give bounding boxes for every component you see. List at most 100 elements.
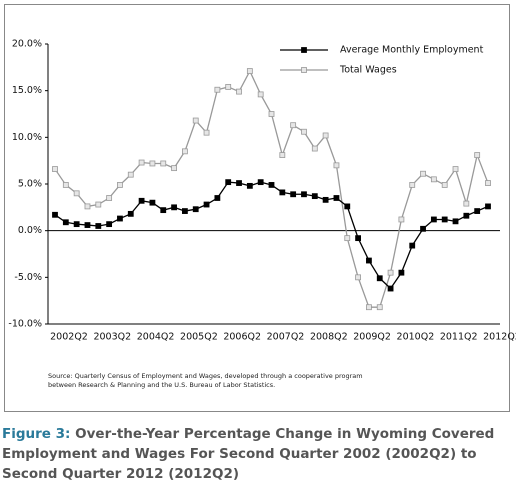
point-marker bbox=[160, 207, 167, 214]
legend-marker bbox=[301, 67, 307, 73]
point-marker bbox=[311, 145, 318, 152]
point-marker bbox=[192, 206, 199, 213]
point-marker bbox=[257, 179, 264, 186]
point-marker bbox=[420, 170, 426, 177]
point-marker bbox=[268, 111, 275, 117]
point-marker bbox=[160, 160, 167, 167]
point-marker bbox=[474, 152, 481, 158]
x-tick-label: 2012Q2 bbox=[483, 332, 516, 343]
point-marker bbox=[257, 91, 264, 98]
point-marker bbox=[387, 285, 394, 292]
legend-marker bbox=[301, 47, 307, 53]
chart-frame bbox=[4, 4, 510, 412]
point-marker bbox=[106, 221, 113, 228]
point-marker bbox=[333, 195, 340, 201]
y-tick-label: 15.0% bbox=[12, 85, 42, 96]
point-marker bbox=[62, 182, 69, 188]
point-marker bbox=[181, 208, 188, 214]
point-marker bbox=[203, 129, 210, 136]
point-marker bbox=[290, 122, 297, 129]
point-marker bbox=[355, 274, 362, 281]
point-marker bbox=[138, 159, 145, 166]
point-marker bbox=[452, 166, 459, 172]
legend-label: Total Wages bbox=[339, 65, 397, 76]
point-marker bbox=[376, 275, 383, 282]
point-marker bbox=[138, 197, 145, 204]
x-tick-label: 2007Q2 bbox=[267, 332, 305, 343]
point-marker bbox=[236, 88, 242, 95]
point-marker bbox=[301, 191, 307, 198]
point-marker bbox=[117, 215, 123, 222]
y-tick-label: -5.0% bbox=[14, 272, 42, 283]
point-marker bbox=[463, 200, 470, 207]
point-marker bbox=[84, 222, 91, 228]
point-marker bbox=[203, 201, 210, 208]
point-marker bbox=[192, 117, 199, 124]
chart: -10.0% -5.0% 0.0% 5.0% 10.0% 15.0% 20.0% 2002Q2… bbox=[8, 39, 516, 343]
x-tick-label: 2003Q2 bbox=[93, 332, 131, 343]
point-marker bbox=[409, 182, 416, 188]
point-marker bbox=[95, 223, 102, 229]
caption-text: Over-the-Year Percentage Change in Wyomi… bbox=[2, 426, 495, 482]
point-marker bbox=[246, 68, 253, 74]
point-marker bbox=[62, 219, 69, 226]
point-marker bbox=[420, 225, 426, 232]
point-marker bbox=[430, 176, 437, 183]
point-marker bbox=[73, 190, 80, 197]
x-tick-label: 2011Q2 bbox=[440, 332, 478, 343]
point-marker bbox=[236, 180, 242, 186]
point-marker bbox=[290, 191, 297, 198]
point-marker bbox=[311, 193, 318, 200]
point-marker bbox=[268, 182, 275, 188]
x-tick-label: 2010Q2 bbox=[397, 332, 435, 343]
point-marker bbox=[474, 208, 481, 214]
x-tick-label: 2009Q2 bbox=[353, 332, 391, 343]
point-marker bbox=[279, 189, 286, 196]
point-marker bbox=[279, 152, 286, 158]
x-tick-label: 2008Q2 bbox=[310, 332, 348, 343]
point-marker bbox=[398, 269, 405, 276]
y-tick-label: -10.0% bbox=[8, 319, 42, 330]
point-marker bbox=[485, 203, 491, 210]
page: {"chart_data": {"type": "line", "categor… bbox=[2, 4, 516, 482]
point-marker bbox=[246, 182, 253, 189]
point-marker bbox=[301, 128, 307, 135]
point-marker bbox=[117, 182, 123, 188]
point-marker bbox=[84, 203, 91, 210]
x-tick-label: 2006Q2 bbox=[223, 332, 261, 343]
figure-caption: Figure 3: Over-the-Year Percentage Chang… bbox=[2, 424, 514, 484]
point-marker bbox=[485, 180, 491, 186]
point-marker bbox=[441, 182, 448, 188]
point-marker bbox=[398, 216, 405, 223]
point-marker bbox=[127, 210, 134, 217]
point-marker bbox=[181, 148, 188, 155]
figure-label: Figure 3: bbox=[2, 426, 71, 442]
point-marker bbox=[225, 179, 232, 186]
point-marker bbox=[322, 132, 329, 139]
source-note: Source: Quarterly Census of Employment a… bbox=[48, 372, 363, 389]
point-marker bbox=[376, 304, 383, 311]
point-marker bbox=[322, 196, 329, 203]
point-marker bbox=[106, 195, 113, 201]
point-marker bbox=[73, 221, 80, 228]
point-marker bbox=[95, 201, 102, 208]
point-marker bbox=[127, 171, 134, 178]
point-marker bbox=[387, 269, 394, 276]
point-marker bbox=[214, 86, 221, 93]
series-line bbox=[54, 69, 489, 308]
point-marker bbox=[225, 84, 232, 90]
point-marker bbox=[171, 204, 177, 211]
y-tick-label: 20.0% bbox=[12, 39, 42, 50]
point-marker bbox=[452, 218, 459, 225]
x-tick-label: 2002Q2 bbox=[50, 332, 88, 343]
y-tick-label: 10.0% bbox=[12, 132, 42, 143]
point-marker bbox=[171, 165, 177, 172]
point-marker bbox=[214, 195, 221, 201]
point-marker bbox=[441, 216, 448, 223]
y-tick-label: 5.0% bbox=[18, 179, 42, 190]
point-marker bbox=[333, 162, 340, 169]
x-tick-label: 2005Q2 bbox=[180, 332, 218, 343]
point-marker bbox=[409, 242, 416, 249]
series-line bbox=[54, 181, 489, 290]
point-marker bbox=[149, 160, 156, 167]
